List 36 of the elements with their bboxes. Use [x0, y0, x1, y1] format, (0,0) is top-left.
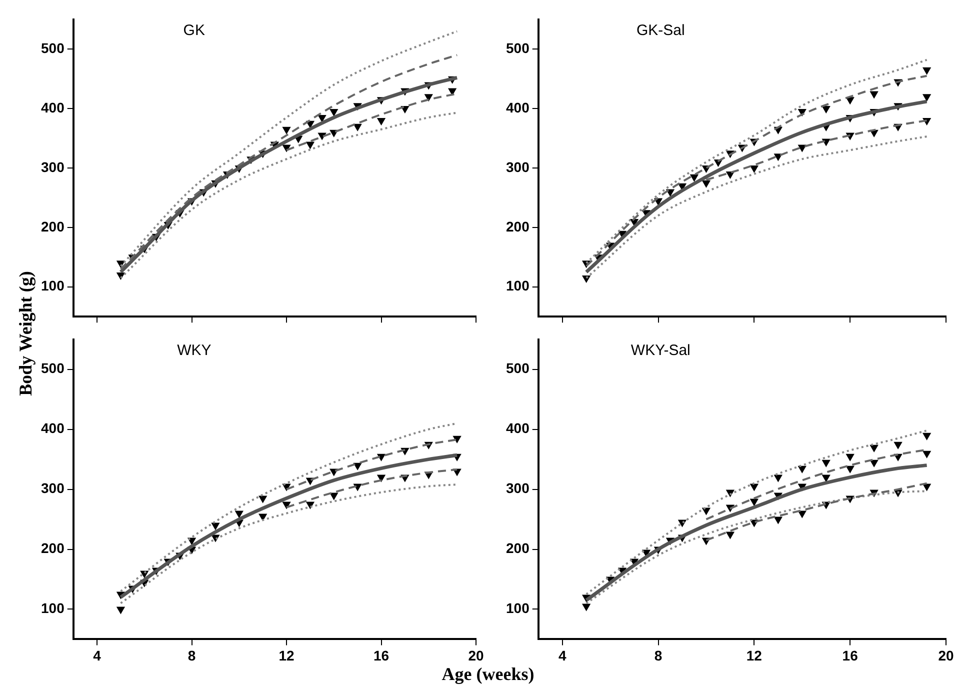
y-axis-title: Body Weight (g) — [16, 270, 36, 398]
y-tick-label: 500 — [41, 360, 65, 376]
chart-title: WKY — [177, 342, 212, 360]
x-tick-label: 12 — [746, 647, 762, 664]
y-tick-label: 300 — [41, 158, 65, 175]
y-tick-label: 100 — [506, 278, 530, 294]
x-tick-label: 8 — [188, 647, 196, 664]
y-tick-label: 100 — [41, 600, 65, 616]
chart-title: WKY-Sal — [630, 342, 690, 360]
y-tick-label: 200 — [41, 540, 65, 556]
y-tick-label: 500 — [506, 40, 530, 56]
y-tick-label: 200 — [506, 540, 530, 556]
y-tick-label: 200 — [506, 218, 530, 234]
chart-title: GK-Sal — [636, 22, 685, 40]
y-tick-label: 100 — [506, 600, 530, 616]
y-tick-label: 200 — [41, 218, 65, 234]
y-tick-label: 400 — [41, 99, 65, 116]
y-tick-label: 400 — [506, 420, 530, 436]
x-tick-label: 8 — [654, 647, 662, 664]
x-tick-label: 4 — [93, 647, 102, 664]
x-tick-label: 4 — [558, 647, 566, 664]
x-tick-label: 16 — [842, 647, 858, 664]
y-tick-label: 400 — [506, 99, 530, 116]
y-tick-label: 300 — [506, 158, 530, 175]
x-tick-label: 20 — [468, 647, 484, 664]
x-tick-label: 16 — [373, 647, 390, 664]
x-axis-title: Age (weeks) — [440, 664, 536, 685]
y-tick-label: 500 — [41, 40, 65, 56]
y-tick-label: 400 — [41, 420, 65, 436]
y-tick-label: 100 — [41, 278, 65, 294]
chart-title: GK — [183, 22, 205, 40]
y-tick-label: 300 — [41, 480, 65, 496]
y-tick-label: 300 — [506, 480, 530, 496]
y-tick-label: 500 — [506, 360, 530, 376]
x-tick-label: 12 — [278, 647, 295, 664]
x-tick-label: 20 — [938, 647, 954, 664]
